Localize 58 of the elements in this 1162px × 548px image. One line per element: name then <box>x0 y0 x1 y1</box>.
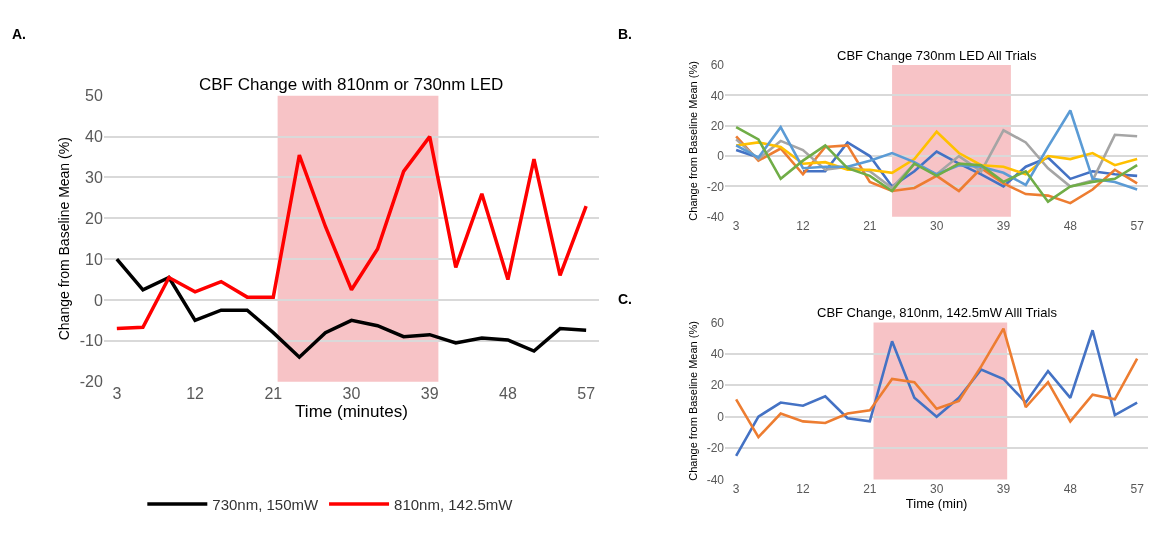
chart-title: CBF Change with 810nm or 730nm LED <box>199 75 504 94</box>
y-tick-label: -20 <box>706 179 725 194</box>
text: B. <box>618 26 632 42</box>
x-tick-label: 12 <box>186 384 205 402</box>
x-tick-label: 48 <box>1063 218 1078 233</box>
x-tick-label: 3 <box>732 218 740 233</box>
y-tick-label: -20 <box>706 441 725 456</box>
legend-label: 810nm, 142.5mW <box>394 495 514 513</box>
x-tick-label: 30 <box>929 481 944 496</box>
x-axis-title: Time (min) <box>905 496 968 512</box>
x-tick-label: 3 <box>112 384 122 402</box>
y-tick-label: 40 <box>710 347 725 362</box>
y-tick-label: 60 <box>710 315 725 330</box>
chart-title: CBF Change, 810nm, 142.5mW Alll Trials <box>817 305 1058 320</box>
y-axis-title: Change from Baseline Mean (%) <box>56 137 73 341</box>
x-tick-label: 57 <box>1130 481 1145 496</box>
y-axis-title: Change from Baseline Mean (%) <box>687 321 700 481</box>
x-tick-label: 30 <box>929 218 944 233</box>
y-tick-label: 20 <box>710 118 725 133</box>
y-tick-label: 30 <box>85 169 103 187</box>
y-tick-label: 40 <box>710 88 725 103</box>
chart-title: CBF Change 730nm LED All Trials <box>837 48 1037 63</box>
legend-label: 730nm, 150mW <box>212 495 320 513</box>
x-tick-label: 39 <box>420 384 439 402</box>
y-tick-label: 0 <box>93 291 103 309</box>
text: C. <box>618 291 632 307</box>
line-series <box>115 134 588 331</box>
x-tick-label: 21 <box>863 218 877 233</box>
x-tick-label: 48 <box>1063 481 1078 496</box>
x-tick-label: 30 <box>342 384 361 402</box>
x-tick-label: 57 <box>577 384 596 402</box>
y-tick-label: 0 <box>717 149 725 164</box>
x-tick-label: 39 <box>996 481 1011 496</box>
x-tick-label: 3 <box>732 481 740 496</box>
y-tick-label: -20 <box>79 373 103 391</box>
text: A. <box>12 26 26 42</box>
y-tick-label: 0 <box>717 409 725 424</box>
line-series <box>115 257 588 359</box>
y-tick-label: 10 <box>85 250 103 268</box>
y-tick-label: -40 <box>706 210 725 225</box>
y-tick-label: 20 <box>85 209 103 227</box>
y-tick-label: 50 <box>85 87 103 105</box>
x-tick-label: 48 <box>499 384 517 402</box>
x-tick-label: 21 <box>863 481 877 496</box>
y-tick-label: -40 <box>706 472 725 487</box>
y-tick-label: -10 <box>79 332 103 350</box>
x-tick-label: 21 <box>264 384 283 402</box>
y-tick-label: 40 <box>85 128 103 146</box>
x-tick-label: 12 <box>796 218 810 233</box>
line-series <box>734 328 1139 458</box>
x-tick-label: 39 <box>996 218 1011 233</box>
x-tick-label: 12 <box>796 481 810 496</box>
y-tick-label: 20 <box>710 378 725 393</box>
y-tick-label: 60 <box>710 58 725 73</box>
x-tick-label: 57 <box>1130 218 1145 233</box>
line-series <box>734 327 1139 439</box>
y-axis-title: Change from Baseline Mean (%) <box>687 61 700 221</box>
x-axis-title: Time (minutes) <box>295 402 408 422</box>
